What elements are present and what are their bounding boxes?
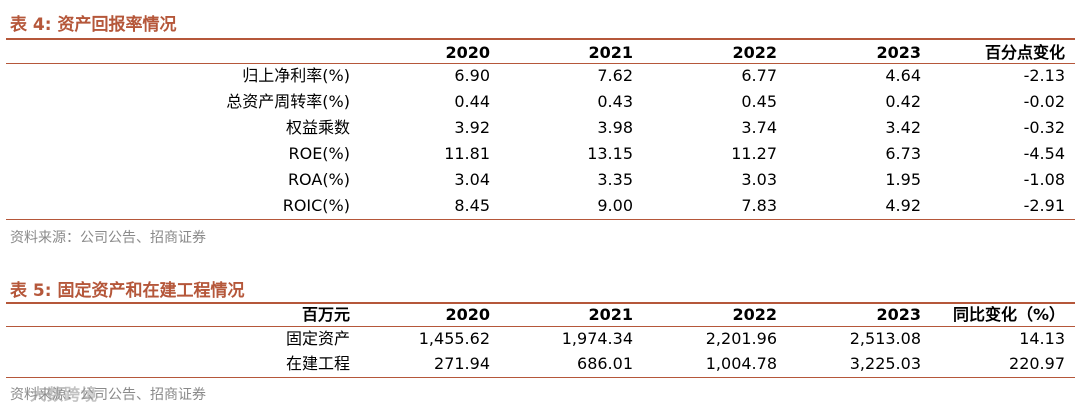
table-cell: 3,225.03 <box>849 354 921 373</box>
row-label: 固定资产 <box>285 329 350 348</box>
table-cell: 220.97 <box>1009 354 1065 373</box>
table-cell: 3.98 <box>597 118 633 137</box>
table4-header-cell: 2021 <box>588 43 633 62</box>
table5-bottom-rule <box>6 377 1075 378</box>
table-row: 权益乘数 3.92 3.98 3.74 3.42 -0.32 <box>0 115 1080 141</box>
table-cell: 0.44 <box>454 92 490 111</box>
table5-header-cell: 2022 <box>732 305 777 324</box>
table-cell: 11.81 <box>444 144 490 163</box>
table4-header-cell: 2023 <box>876 43 921 62</box>
row-label: ROE(%) <box>288 144 350 163</box>
table4-header-row: 2020 2021 2022 2023 百分点变化 <box>0 40 1080 66</box>
table-cell: -1.08 <box>1023 170 1065 189</box>
table-cell: 1,974.34 <box>561 329 633 348</box>
table5-header-cell: 同比变化（%） <box>952 305 1065 324</box>
table-row: 固定资产 1,455.62 1,974.34 2,201.96 2,513.08… <box>0 326 1080 352</box>
table4-source: 资料来源：公司公告、招商证券 <box>10 230 206 246</box>
table-cell: 7.83 <box>741 196 777 215</box>
table5-title: 表 5: 固定资产和在建工程情况 <box>10 281 245 301</box>
table-cell: 3.04 <box>454 170 490 189</box>
watermark: 大数跨境 <box>30 385 99 404</box>
table-cell: 6.77 <box>741 66 777 85</box>
table-cell: 11.27 <box>731 144 777 163</box>
table-cell: 0.42 <box>885 92 921 111</box>
table-cell: -4.54 <box>1023 144 1065 163</box>
table-cell: 3.74 <box>741 118 777 137</box>
table4-header-cell: 2020 <box>445 43 490 62</box>
row-label: ROIC(%) <box>282 196 350 215</box>
row-label: 归上净利率(%) <box>242 66 350 85</box>
table4-header-cell: 2022 <box>732 43 777 62</box>
table-row: ROE(%) 11.81 13.15 11.27 6.73 -4.54 <box>0 141 1080 167</box>
table5-source: 资料来源：公司公告、招商证券 <box>10 387 206 403</box>
table5-header-cell: 2020 <box>445 305 490 324</box>
table-cell: 686.01 <box>577 354 633 373</box>
row-label: 权益乘数 <box>285 118 350 137</box>
table-cell: 271.94 <box>434 354 490 373</box>
table5-header-row: 百万元 2020 2021 2022 2023 同比变化（%） <box>0 302 1080 328</box>
table-row: 归上净利率(%) 6.90 7.62 6.77 4.64 -2.13 <box>0 63 1080 89</box>
table-cell: 6.90 <box>454 66 490 85</box>
table-cell: 8.45 <box>454 196 490 215</box>
table-row: ROA(%) 3.04 3.35 3.03 1.95 -1.08 <box>0 167 1080 193</box>
table-row: 在建工程 271.94 686.01 1,004.78 3,225.03 220… <box>0 351 1080 377</box>
table-cell: 3.42 <box>885 118 921 137</box>
table-cell: -0.02 <box>1023 92 1065 111</box>
table4-header-cell: 百分点变化 <box>984 43 1065 62</box>
table-cell: 14.13 <box>1019 329 1065 348</box>
table4-bottom-rule <box>6 219 1075 220</box>
table-cell: 1,455.62 <box>418 329 490 348</box>
table-cell: 1,004.78 <box>705 354 777 373</box>
table-cell: -0.32 <box>1023 118 1065 137</box>
table-cell: 0.43 <box>597 92 633 111</box>
table-row: 总资产周转率(%) 0.44 0.43 0.45 0.42 -0.02 <box>0 89 1080 115</box>
table5-header-rule <box>6 326 1075 327</box>
table4-header-rule <box>6 63 1075 64</box>
table5-header-cell: 百万元 <box>301 305 350 324</box>
table-cell: 2,201.96 <box>705 329 777 348</box>
table-cell: 3.92 <box>454 118 490 137</box>
table-cell: 7.62 <box>597 66 633 85</box>
table-cell: 6.73 <box>885 144 921 163</box>
table4-top-rule <box>6 38 1075 40</box>
table5-top-rule <box>6 302 1075 304</box>
row-label: ROA(%) <box>287 170 350 189</box>
table-cell: 1.95 <box>885 170 921 189</box>
table-cell: 13.15 <box>587 144 633 163</box>
table-cell: -2.91 <box>1023 196 1065 215</box>
table-cell: -2.13 <box>1023 66 1065 85</box>
table-cell: 2,513.08 <box>849 329 921 348</box>
table-cell: 0.45 <box>741 92 777 111</box>
table-cell: 9.00 <box>597 196 633 215</box>
row-label: 在建工程 <box>285 354 350 373</box>
table5-header-cell: 2021 <box>588 305 633 324</box>
table-row: ROIC(%) 8.45 9.00 7.83 4.92 -2.91 <box>0 193 1080 219</box>
row-label: 总资产周转率(%) <box>226 92 350 111</box>
table-cell: 4.64 <box>885 66 921 85</box>
table5-header-cell: 2023 <box>876 305 921 324</box>
table-cell: 3.03 <box>741 170 777 189</box>
table-cell: 4.92 <box>885 196 921 215</box>
table4-title: 表 4: 资产回报率情况 <box>10 15 177 35</box>
table-cell: 3.35 <box>597 170 633 189</box>
